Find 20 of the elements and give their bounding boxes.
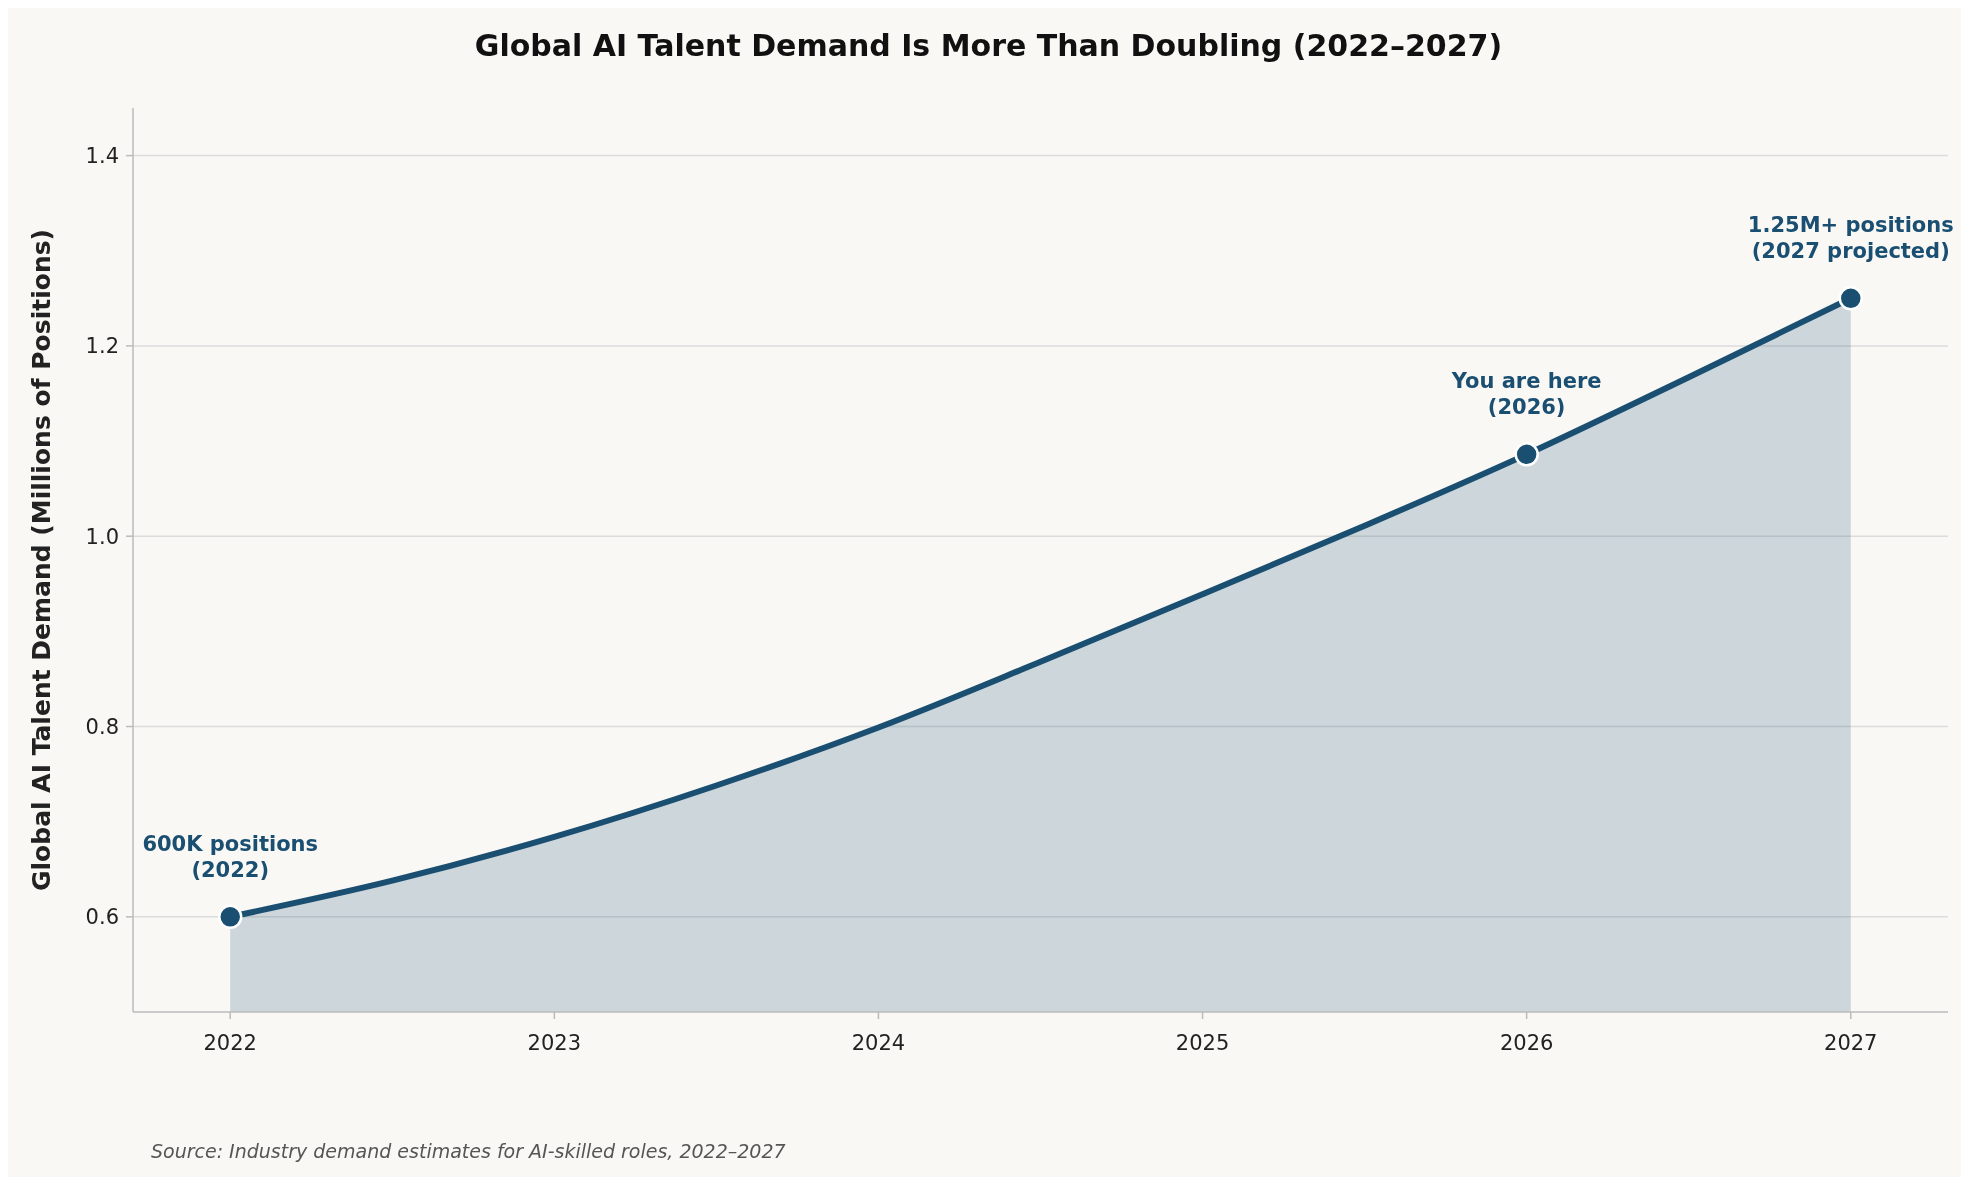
annotation: 1.25M+ positions (2027 projected) [1747,213,1954,264]
y-tick-label: 0.8 [85,714,119,739]
point [217,904,243,930]
y-axis-title: Global AI Talent Demand (Millions of Positions) [27,229,56,891]
x-tick-label: 2022 [203,1031,257,1055]
x-tick-label: 2026 [1499,1031,1554,1055]
y-tick-label: 1.4 [85,143,119,168]
x-tick-label: 2024 [851,1031,906,1055]
y-tick-label: 0.6 [85,905,119,930]
point [1838,286,1864,311]
x-tick-label: 2025 [1175,1031,1230,1055]
y-tick-label: 1.2 [85,334,119,359]
point [1514,442,1539,467]
chart-title: Global AI Talent Demand Is More Than Doubling (2022–2027) [474,28,1503,63]
source-note: Source: Industry demand estimates for AI-skilled roles, 2022–2027 [151,1140,786,1162]
y-tick-label: 1.0 [85,524,119,549]
annotation: You are here (2026) [1450,369,1602,420]
x-tick-label: 2023 [527,1031,582,1055]
annotation: 600K positions (2022) [142,831,319,882]
x-tick-label: 2027 [1824,1031,1878,1055]
